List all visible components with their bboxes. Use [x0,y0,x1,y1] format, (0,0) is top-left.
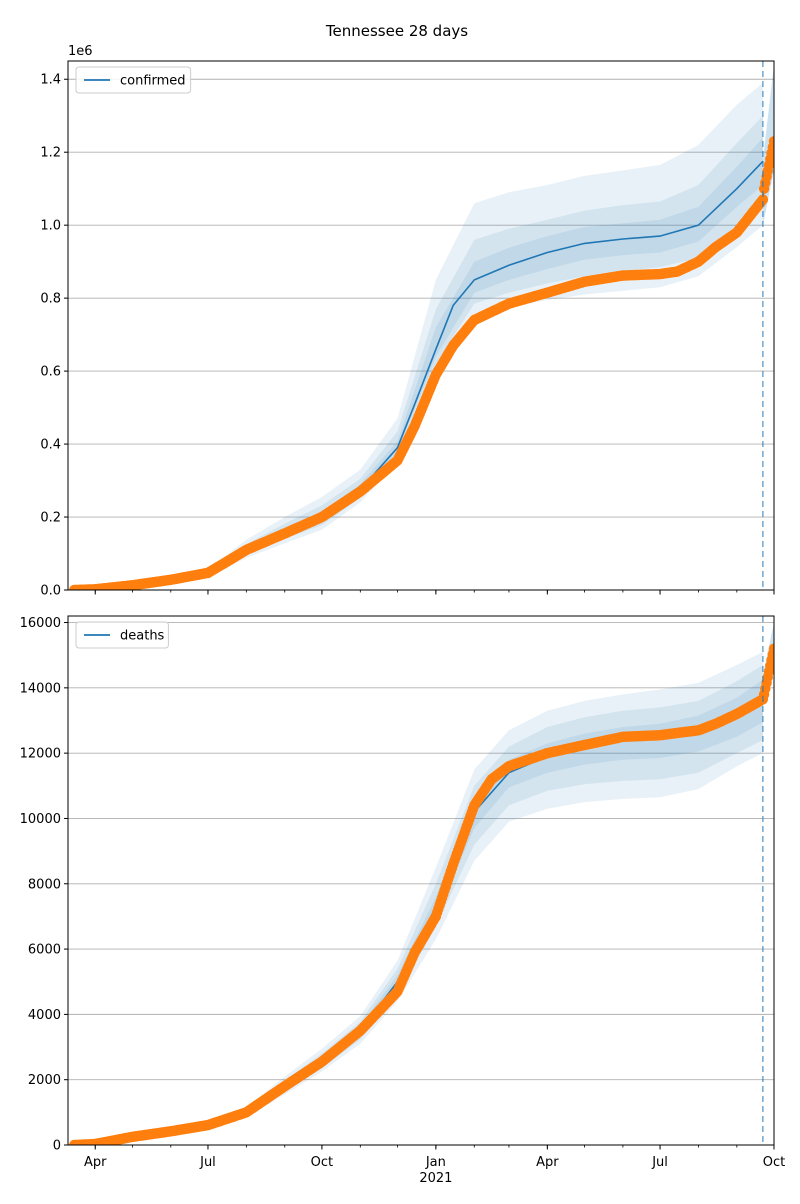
y-tick-label: 1.2 [40,146,61,161]
y-tick-label: 1.4 [40,73,61,88]
credible-band [74,137,763,590]
panel-deaths: 0 2000 4000 6000 8000 10000 12000 14000 16000 Apr… [20,615,785,1186]
x-tick-label: Jan [425,1155,446,1170]
legend-label: confirmed [120,74,186,89]
panel-confirmed: 0.0 0.2 0.4 0.6 0.8 1.0 1.2 1.4 1e6 confirmed [40,44,775,599]
x-tick-label: Apr [84,1155,107,1170]
x-tick-label: Jul [651,1155,668,1170]
x-tick-label: Oct [311,1155,333,1170]
observed-points [69,136,774,590]
y-tick-label: 14000 [20,681,61,696]
y-tick-label: 0.4 [40,438,61,453]
credible-band [74,115,763,590]
y-tick-label: 6000 [28,943,61,958]
y-tick-label: 12000 [20,747,61,762]
y-tick-label: 1.0 [40,219,61,234]
plot-area [69,64,774,590]
axes-frame [67,60,775,591]
x-tick-label: Apr [536,1155,559,1170]
x-year-label: 2021 [419,1171,452,1186]
legend-box [75,66,192,94]
observed-point [768,136,774,147]
y-tick-label: 0.2 [40,511,61,526]
y-tick-label: 10000 [20,812,61,827]
y-tick-label: 2000 [28,1073,61,1088]
x-tick-label: Oct [763,1155,785,1170]
legend: deaths [75,621,169,649]
y-offset-label: 1e6 [68,44,93,59]
legend-box [75,621,169,649]
credible-band [74,651,763,1145]
plot-area [69,622,774,1145]
observed-points [69,643,774,1145]
axes-frame [67,615,775,1146]
x-tick-label: Jul [199,1155,216,1170]
y-tick-label: 0.6 [40,365,61,380]
y-tick-label: 0 [53,1139,61,1154]
legend: confirmed [75,66,192,94]
y-tick-label: 8000 [28,877,61,892]
credible-band [74,82,763,590]
y-tick-label: 0.8 [40,292,61,307]
observed-point [768,643,774,654]
y-tick-label: 0.0 [40,584,61,599]
legend-label: deaths [120,629,165,644]
y-tick-label: 4000 [28,1008,61,1023]
figure-title: Tennessee 28 days [325,22,468,40]
y-tick-label: 16000 [20,616,61,631]
observed-point [757,194,769,205]
credible-band [74,665,763,1145]
